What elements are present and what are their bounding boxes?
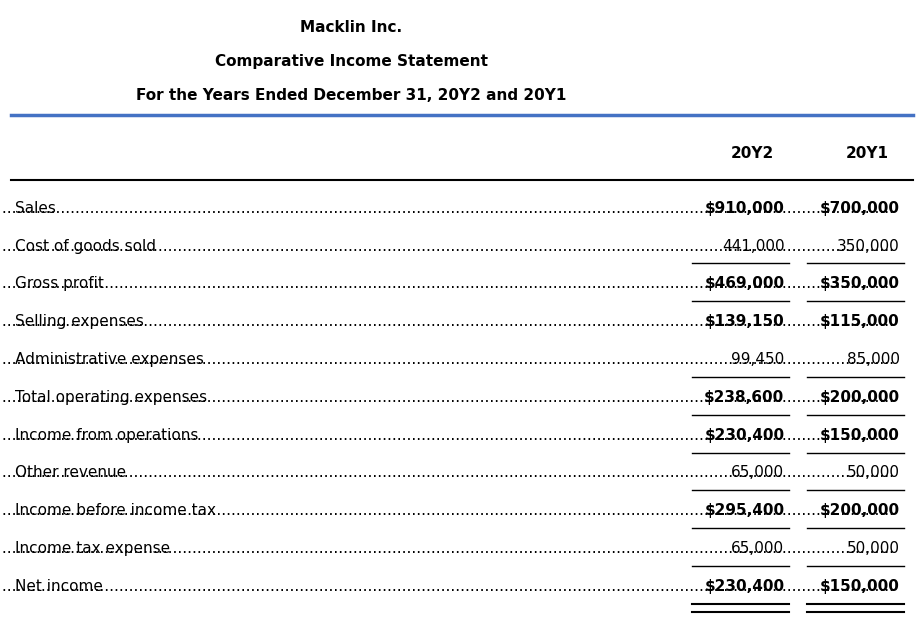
Text: 350,000: 350,000 [837,238,900,254]
Text: $350,000: $350,000 [820,276,900,292]
Text: Selling expenses: Selling expenses [15,314,144,329]
Text: 65,000: 65,000 [731,541,784,556]
Text: Comparative Income Statement: Comparative Income Statement [215,54,488,69]
Text: $200,000: $200,000 [820,390,900,405]
Text: Administrative expenses: Administrative expenses [15,352,204,367]
Text: Net income: Net income [15,579,103,594]
Text: $230,400: $230,400 [704,428,784,443]
Text: 50,000: 50,000 [846,465,900,480]
Text: 20Y2: 20Y2 [731,146,773,161]
Text: $295,400: $295,400 [704,503,784,518]
Text: ................................................................................: ........................................… [0,352,894,367]
Text: $700,000: $700,000 [820,201,900,216]
Text: $150,000: $150,000 [820,579,900,594]
Text: 20Y1: 20Y1 [845,146,889,161]
Text: Macklin Inc.: Macklin Inc. [300,20,403,35]
Text: 50,000: 50,000 [846,541,900,556]
Text: $139,150: $139,150 [705,314,784,329]
Text: 85,000: 85,000 [846,352,900,367]
Text: $200,000: $200,000 [820,503,900,518]
Text: Cost of goods sold: Cost of goods sold [15,238,156,254]
Text: Sales: Sales [15,201,56,216]
Text: $150,000: $150,000 [820,428,900,443]
Text: ................................................................................: ........................................… [0,541,894,556]
Text: ................................................................................: ........................................… [0,390,894,405]
Text: ................................................................................: ........................................… [0,238,894,254]
Text: $230,400: $230,400 [704,579,784,594]
Text: 441,000: 441,000 [722,238,784,254]
Text: ................................................................................: ........................................… [0,503,894,518]
Text: Gross profit: Gross profit [15,276,104,292]
Text: Total operating expenses: Total operating expenses [15,390,207,405]
Text: $238,600: $238,600 [704,390,784,405]
Text: 99,450: 99,450 [731,352,784,367]
Text: Income from operations: Income from operations [15,428,199,443]
Text: ................................................................................: ........................................… [0,276,894,292]
Text: 65,000: 65,000 [731,465,784,480]
Text: Other revenue: Other revenue [15,465,127,480]
Text: ................................................................................: ........................................… [0,201,894,216]
Text: $910,000: $910,000 [705,201,784,216]
Text: For the Years Ended December 31, 20Y2 and 20Y1: For the Years Ended December 31, 20Y2 an… [136,88,566,103]
Text: $115,000: $115,000 [820,314,900,329]
Text: ................................................................................: ........................................… [0,579,894,594]
Text: $469,000: $469,000 [704,276,784,292]
Text: Income tax expense: Income tax expense [15,541,170,556]
Text: ................................................................................: ........................................… [0,465,894,480]
Text: ................................................................................: ........................................… [0,314,894,329]
Text: Income before income tax: Income before income tax [15,503,216,518]
Text: ................................................................................: ........................................… [0,428,894,443]
